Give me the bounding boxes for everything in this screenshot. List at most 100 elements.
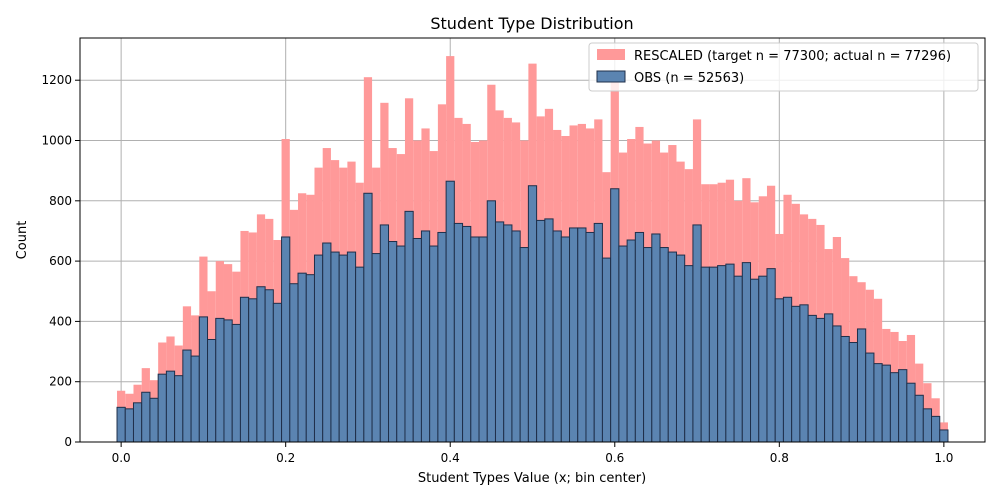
- y-tick-label: 400: [49, 314, 72, 328]
- legend-label-rescaled: RESCALED (target n = 77300; actual n = 7…: [634, 49, 951, 64]
- bar-obs: [486, 200, 496, 443]
- bar-obs: [478, 236, 488, 443]
- bar-obs: [922, 408, 933, 443]
- y-tick-label: 800: [49, 194, 72, 208]
- bar-obs: [281, 236, 291, 443]
- bar-obs: [766, 268, 776, 443]
- bar-obs: [511, 230, 521, 443]
- bar-obs: [165, 370, 176, 443]
- bar-obs: [470, 236, 480, 443]
- x-axis-label: Student Types Value (x; bin center): [418, 471, 646, 486]
- y-tick-label: 1000: [41, 134, 72, 148]
- bar-obs: [725, 263, 735, 443]
- bar-obs: [832, 325, 842, 443]
- bar-obs: [141, 391, 151, 443]
- y-tick-label: 0: [64, 435, 72, 449]
- bar-obs: [634, 231, 645, 443]
- bar-obs: [585, 231, 595, 443]
- bar-obs: [939, 429, 949, 443]
- bar-obs: [717, 265, 727, 443]
- bar-obs: [898, 369, 908, 443]
- plot-frame: [79, 37, 986, 443]
- bar-obs: [914, 394, 924, 443]
- bar-obs: [429, 245, 439, 443]
- bar-obs: [881, 364, 891, 443]
- y-tick-label: 600: [49, 254, 72, 268]
- bar-obs: [667, 251, 677, 443]
- bar-obs: [346, 251, 357, 443]
- x-tick-label: 0.0: [112, 451, 131, 465]
- bar-obs: [289, 283, 299, 443]
- y-axis-label: Count: [15, 221, 30, 260]
- bar-obs: [906, 382, 916, 443]
- legend-box: [588, 42, 979, 92]
- bar-obs: [371, 253, 381, 443]
- bar-obs: [215, 317, 225, 443]
- bar-obs: [856, 328, 867, 443]
- bar-obs: [741, 262, 752, 443]
- bar-obs: [207, 338, 217, 443]
- bar-obs: [774, 298, 784, 443]
- bar-obs: [601, 257, 612, 443]
- bar-obs: [675, 254, 686, 443]
- bar-obs: [412, 237, 422, 443]
- bar-obs: [149, 397, 159, 443]
- bar-obs: [445, 180, 455, 443]
- bar-obs: [363, 192, 373, 443]
- x-tick-label: 0.4: [441, 451, 460, 465]
- bar-obs: [494, 221, 505, 443]
- bar-obs: [840, 335, 850, 443]
- bar-obs: [388, 241, 398, 443]
- bar-obs: [651, 233, 661, 443]
- bar-obs: [453, 222, 464, 443]
- bar-obs: [182, 349, 192, 443]
- legend-swatch-obs: [596, 70, 626, 83]
- x-axis-ticks: 0.0 0.2 0.4 0.6 0.8 1.0: [112, 442, 953, 465]
- bar-obs: [889, 372, 900, 443]
- x-tick-label: 0.8: [770, 451, 789, 465]
- bar-obs: [593, 222, 603, 443]
- bar-obs: [231, 323, 241, 443]
- bar-obs: [256, 286, 266, 443]
- bar-obs: [807, 314, 817, 443]
- bar-obs: [750, 278, 760, 443]
- bar-obs: [355, 266, 365, 443]
- bar-obs: [297, 272, 307, 443]
- x-tick-label: 1.0: [934, 451, 953, 465]
- bar-obs: [758, 275, 768, 443]
- bar-obs: [700, 266, 710, 443]
- legend-label-obs: OBS (n = 52563): [634, 71, 744, 86]
- chart-title: Student Type Distribution: [430, 14, 633, 33]
- bar-obs: [116, 406, 126, 443]
- bar-obs: [132, 402, 143, 443]
- bar-obs: [733, 275, 743, 443]
- bar-obs: [684, 265, 694, 443]
- bar-obs: [659, 247, 669, 443]
- bar-obs: [824, 313, 834, 443]
- bar-obs: [190, 355, 200, 443]
- y-tick-label: 200: [49, 375, 72, 389]
- bar-obs: [338, 254, 348, 443]
- bar-obs: [692, 224, 702, 443]
- bar-obs: [931, 415, 941, 443]
- y-tick-label: 1200: [41, 73, 72, 87]
- bar-obs: [610, 188, 620, 443]
- bar-obs: [865, 352, 875, 443]
- bar-obs: [157, 373, 167, 443]
- bar-obs: [544, 218, 554, 443]
- bar-obs: [708, 266, 719, 443]
- bar-obs: [248, 298, 258, 443]
- bar-obs: [239, 296, 250, 443]
- bar-obs: [569, 227, 579, 443]
- bar-obs: [396, 245, 406, 443]
- bar-obs: [264, 289, 274, 443]
- bar-obs: [272, 302, 283, 443]
- bar-obs: [437, 231, 447, 443]
- bar-obs: [223, 319, 233, 443]
- bar-obs: [799, 304, 809, 443]
- bar-obs: [643, 247, 653, 443]
- bar-obs: [527, 185, 538, 443]
- bar-obs: [577, 227, 587, 443]
- y-axis-ticks: 0 200 400 600 800 1000 1200: [41, 73, 80, 449]
